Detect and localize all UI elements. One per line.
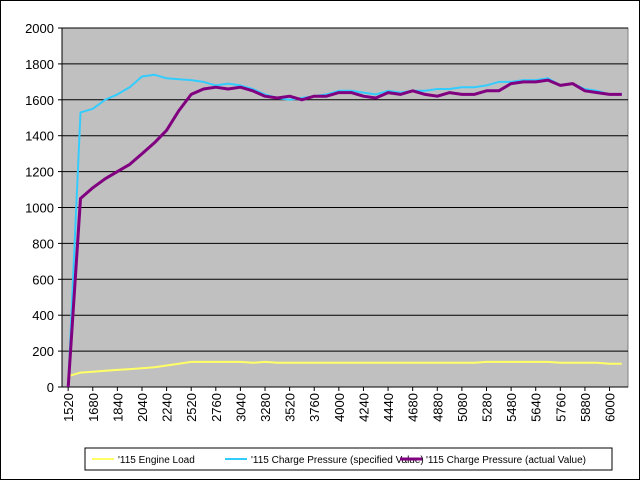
y-tick-label: 1400	[25, 129, 54, 144]
x-tick-label: 2520	[184, 393, 199, 422]
x-tick-label: 1680	[86, 393, 101, 422]
x-tick-label: 3760	[307, 393, 322, 422]
legend-label: '115 Charge Pressure (actual Value)	[426, 455, 586, 466]
x-tick-label: 5760	[553, 393, 568, 422]
y-tick-label: 2000	[25, 21, 54, 36]
series-line	[66, 78, 622, 388]
y-tick-label: 1200	[25, 165, 54, 180]
y-tick-label: 600	[32, 272, 54, 287]
x-tick-label: 1840	[110, 393, 125, 422]
x-tick-label: 5880	[578, 393, 593, 422]
x-tick-label: 6000	[603, 393, 618, 422]
y-tick-label: 1000	[25, 201, 54, 216]
y-tick-label: 400	[32, 308, 54, 323]
x-tick-label: 4880	[430, 393, 445, 422]
x-tick-label: 4440	[381, 393, 396, 422]
y-tick-label: 200	[32, 344, 54, 359]
x-tick-label: 2240	[160, 393, 175, 422]
y-tick-label: 0	[47, 380, 54, 395]
series-line	[67, 73, 622, 388]
x-tick-label: 5480	[504, 393, 519, 422]
legend-label: '115 Engine Load	[118, 455, 195, 466]
x-tick-label: 4680	[406, 393, 421, 422]
y-tick-label: 1600	[25, 93, 54, 108]
x-tick-label: 2040	[135, 393, 150, 422]
x-tick-label: 3280	[258, 393, 273, 422]
x-tick-label: 5080	[455, 393, 470, 422]
y-tick-label: 1800	[25, 57, 54, 72]
x-tick-label: 4000	[332, 393, 347, 422]
x-tick-label: 2760	[209, 393, 224, 422]
x-tick-label: 5280	[480, 393, 495, 422]
x-tick-label: 1520	[61, 393, 76, 422]
y-tick-label: 800	[32, 236, 54, 251]
x-tick-label: 3520	[283, 393, 298, 422]
x-tick-label: 3040	[233, 393, 248, 422]
x-tick-label: 4240	[356, 393, 371, 422]
series-line	[67, 360, 622, 378]
x-tick-label: 5640	[529, 393, 544, 422]
legend	[84, 447, 613, 471]
legend-label: '115 Charge Pressure (specified Value)	[251, 455, 424, 466]
